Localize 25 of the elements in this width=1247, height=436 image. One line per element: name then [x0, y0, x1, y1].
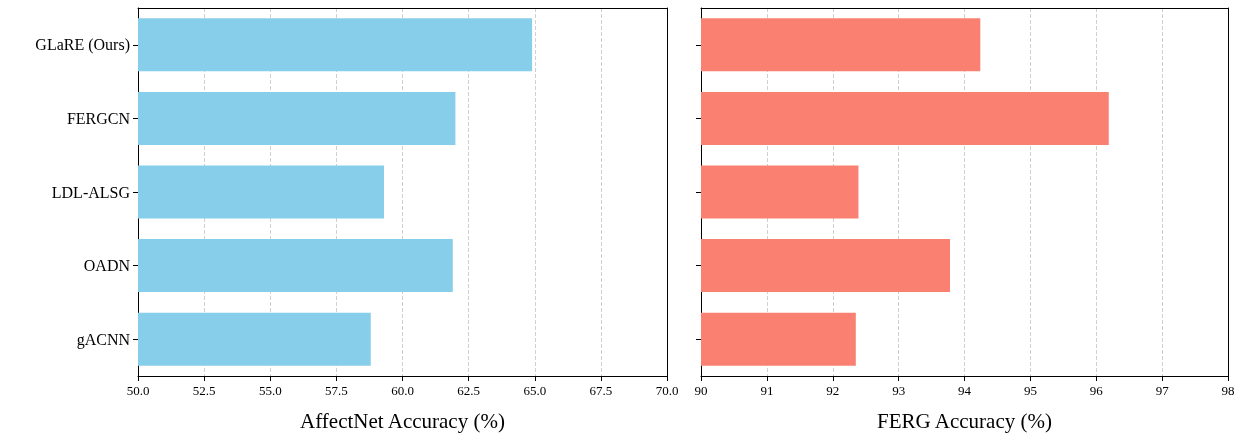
x-tick-label: 57.5	[325, 383, 348, 398]
x-tick-label: 60.0	[391, 383, 414, 398]
x-tick-label: 97	[1155, 383, 1170, 398]
x-tick-label: 98	[1221, 383, 1235, 398]
x-tick-label: 67.5	[589, 383, 613, 398]
y-tick-label: gACNN	[76, 330, 131, 349]
x-tick-label: 50.0	[126, 383, 150, 398]
x-tick-label: 52.5	[192, 383, 216, 398]
x-tick-label: 90	[694, 383, 708, 398]
x-tick-label: 94	[958, 383, 972, 398]
x-tick-label: 96	[1089, 383, 1104, 398]
y-tick-label: FERGCN	[66, 109, 131, 127]
x-tick-label: 65.0	[523, 383, 547, 398]
y-tick-label: OADN	[83, 257, 131, 275]
x-axis-title: FERG Accuracy (%)	[877, 408, 1052, 433]
x-tick-label: 95	[1023, 383, 1037, 398]
y-tick-label: GLaRE (Ours)	[35, 36, 130, 55]
x-tick-label: 70.0	[655, 383, 679, 398]
y-tick-label: LDL-ALSG	[51, 183, 131, 201]
x-tick-label: 62.5	[457, 383, 480, 398]
x-tick-label: 93	[892, 383, 906, 398]
x-tick-label: 55.0	[258, 383, 282, 398]
x-tick-label: 92	[826, 383, 840, 398]
x-tick-label: 91	[760, 383, 774, 398]
x-axis-title: AffectNet Accuracy (%)	[300, 408, 505, 433]
